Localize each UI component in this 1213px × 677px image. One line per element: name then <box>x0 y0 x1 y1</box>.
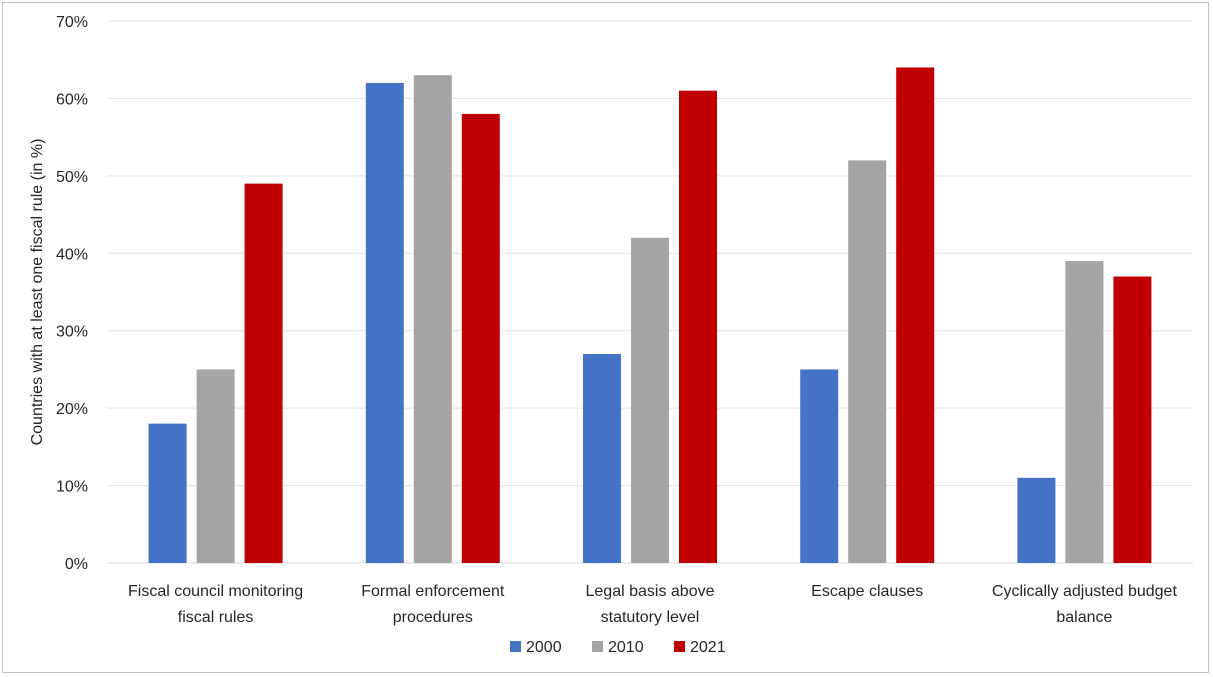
bar-2021 <box>244 183 283 563</box>
category-label: balance <box>1056 609 1112 626</box>
category-label: Formal enforcement <box>361 583 505 600</box>
bar-2010 <box>196 369 235 563</box>
category-label: Legal basis above <box>586 583 715 600</box>
legend-label: 2010 <box>608 639 644 656</box>
legend-swatch-2010 <box>592 641 603 652</box>
category-label: Escape clauses <box>811 583 923 600</box>
y-axis-title: Countries with at least one fiscal rule … <box>29 139 46 446</box>
legend-swatch-2021 <box>674 641 685 652</box>
bar-2010 <box>1065 261 1104 563</box>
legend-swatch-2000 <box>510 641 521 652</box>
bar-2021 <box>461 113 500 564</box>
category-label: Cyclically adjusted budget <box>992 583 1178 600</box>
category-label: Fiscal council monitoring <box>128 583 303 600</box>
y-tick-label: 30% <box>56 324 88 341</box>
y-tick-label: 10% <box>56 479 88 496</box>
y-tick-label: 50% <box>56 169 88 186</box>
y-tick-label: 20% <box>56 401 88 418</box>
bar-2000 <box>800 369 839 563</box>
bar-2010 <box>848 160 887 563</box>
category-label: fiscal rules <box>178 609 254 626</box>
bar-2021 <box>896 67 935 563</box>
bar-2000 <box>365 82 404 563</box>
legend-label: 2021 <box>690 639 726 656</box>
bar-2000 <box>583 353 621 563</box>
bar-2010 <box>413 75 452 563</box>
bar-2000 <box>1017 477 1056 563</box>
bar-2021 <box>679 90 717 563</box>
legend-label: 2000 <box>526 639 562 656</box>
category-label: statutory level <box>601 609 700 626</box>
bar-2021 <box>1113 276 1152 563</box>
bar-2000 <box>148 423 187 563</box>
y-tick-label: 40% <box>56 246 88 263</box>
y-tick-label: 60% <box>56 91 88 108</box>
y-tick-label: 70% <box>56 14 88 31</box>
category-label: procedures <box>393 609 473 626</box>
bar-2010 <box>631 237 669 564</box>
y-tick-label: 0% <box>65 556 88 573</box>
